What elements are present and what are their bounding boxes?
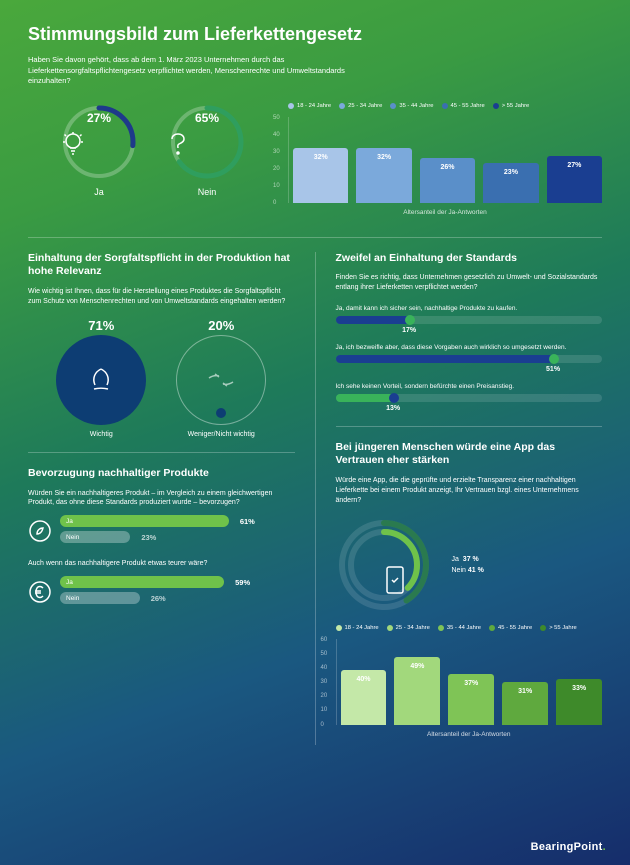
bar: 32% bbox=[356, 148, 411, 203]
barchart-bottom-caption: Altersanteil der Ja-Antworten bbox=[336, 731, 603, 738]
donut-no-pct: 65% bbox=[168, 111, 246, 125]
bar: 31% bbox=[502, 682, 548, 725]
hbar-q1: Ja61% Nein23% bbox=[28, 515, 295, 547]
app-ring bbox=[336, 517, 432, 613]
donut-yes-pct: 27% bbox=[60, 111, 138, 125]
doubt-bar: Ja, damit kann ich sicher sein, nachhalt… bbox=[336, 305, 603, 334]
bar-col: 49% bbox=[394, 657, 440, 725]
hbar-yes: Ja59% bbox=[60, 576, 224, 588]
bearingpoint-logo: BearingPoint. bbox=[531, 841, 606, 853]
divider bbox=[28, 237, 602, 238]
bar-col: 33% bbox=[556, 679, 602, 725]
bar-col: 27% bbox=[547, 156, 602, 203]
leaf-circle-icon bbox=[28, 519, 52, 543]
row-awareness: 27% Ja 65% Nein 18 - 24 Jahre25 - 3 bbox=[28, 103, 602, 223]
euro-circle-icon bbox=[28, 580, 52, 604]
bar-col: 31% bbox=[502, 682, 548, 725]
legend-item: > 55 Jahre bbox=[540, 625, 577, 631]
donut-no: 65% Nein bbox=[168, 103, 246, 223]
doubt-title: Zweifel an Einhaltung der Standards bbox=[336, 252, 603, 266]
age-barchart-bottom: 18 - 24 Jahre 25 - 34 Jahre 35 - 44 Jahre 4… bbox=[336, 625, 603, 745]
bar-col: 23% bbox=[483, 163, 538, 203]
legend-item: > 55 Jahre bbox=[493, 103, 530, 109]
intro-text: Haben Sie davon gehört, dass ab dem 1. M… bbox=[28, 55, 358, 87]
preference-q1: Würden Sie ein nachhaltigeres Produkt – … bbox=[28, 489, 295, 507]
bar: 23% bbox=[483, 163, 538, 203]
hbar-no: Nein26% bbox=[60, 592, 140, 604]
legend-item: 45 - 55 Jahre bbox=[489, 625, 532, 631]
bar: 26% bbox=[420, 158, 475, 203]
divider bbox=[315, 252, 316, 746]
legend-item: 35 - 44 Jahre bbox=[438, 625, 481, 631]
relevance-title: Einhaltung der Sorgfaltspflicht in der P… bbox=[28, 252, 295, 279]
doubt-sub: Finden Sie es richtig, dass Unternehmen … bbox=[336, 273, 603, 293]
barchart-top-caption: Altersanteil der Ja-Antworten bbox=[288, 209, 602, 216]
donut-no-label: Nein bbox=[168, 187, 246, 197]
bar-col: 32% bbox=[356, 148, 411, 203]
donut-yes: 27% Ja bbox=[60, 103, 138, 223]
bar-col: 37% bbox=[448, 674, 494, 725]
page-title: Stimmungsbild zum Lieferkettengesetz bbox=[28, 24, 602, 45]
legend-item: 25 - 34 Jahre bbox=[339, 103, 382, 109]
circle-unimportant: 20% Weniger/Nicht wichtig bbox=[176, 318, 266, 438]
bar: 40% bbox=[341, 670, 387, 725]
bar: 49% bbox=[394, 657, 440, 725]
bar: 27% bbox=[547, 156, 602, 203]
divider bbox=[28, 452, 295, 453]
hbar-yes: Ja61% bbox=[60, 515, 229, 527]
preference-title: Bevorzugung nachhaltiger Produkte bbox=[28, 467, 295, 481]
legend-item: 35 - 44 Jahre bbox=[390, 103, 433, 109]
hands-icon bbox=[201, 360, 241, 400]
circle-important: 71% Wichtig bbox=[56, 318, 146, 438]
hbar-no: Nein23% bbox=[60, 531, 130, 543]
leaf-icon bbox=[84, 363, 118, 397]
bar: 32% bbox=[293, 148, 348, 203]
legend-item: 45 - 55 Jahre bbox=[442, 103, 485, 109]
divider bbox=[336, 426, 603, 427]
app-ring-block: Ja 37 % Nein 41 % bbox=[336, 517, 603, 613]
row-2: Einhaltung der Sorgfaltspflicht in der P… bbox=[28, 252, 602, 746]
bar: 37% bbox=[448, 674, 494, 725]
bar-col: 40% bbox=[341, 670, 387, 725]
bar: 33% bbox=[556, 679, 602, 725]
app-title: Bei jüngeren Menschen würde eine App das… bbox=[336, 441, 603, 468]
hbar-q2: Ja59% Nein26% bbox=[28, 576, 295, 608]
doubt-bar: Ich sehe keinen Vorteil, sondern befürch… bbox=[336, 383, 603, 412]
relevance-sub: Wie wichtig ist Ihnen, dass für die Hers… bbox=[28, 287, 295, 307]
legend-item: 18 - 24 Jahre bbox=[336, 625, 379, 631]
app-sub: Würde eine App, die die geprüfte und erz… bbox=[336, 476, 603, 505]
bar-col: 26% bbox=[420, 158, 475, 203]
legend-item: 25 - 34 Jahre bbox=[387, 625, 430, 631]
age-barchart-top: 18 - 24 Jahre 25 - 34 Jahre 35 - 44 Jahre 4… bbox=[288, 103, 602, 223]
preference-q2: Auch wenn das nachhaltigere Produkt etwa… bbox=[28, 559, 295, 568]
ring-legend: Ja 37 % Nein 41 % bbox=[452, 554, 484, 576]
doubt-bar: Ja, ich bezweifle aber, dass diese Vorga… bbox=[336, 344, 603, 373]
legend-item: 18 - 24 Jahre bbox=[288, 103, 331, 109]
bar-col: 32% bbox=[293, 148, 348, 203]
donut-yes-label: Ja bbox=[60, 187, 138, 197]
